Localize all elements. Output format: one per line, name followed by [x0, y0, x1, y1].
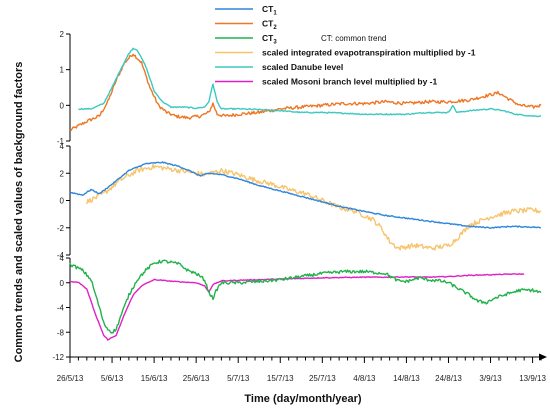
series-line-CT3	[69, 259, 542, 334]
x-axis-arrow	[539, 353, 547, 361]
y-tick-label-bottom: -8	[57, 328, 65, 337]
y-tick-label-middle: 2	[60, 169, 65, 178]
y-tick-label-bottom: -4	[57, 304, 65, 313]
legend-label-5: scaled Danube level	[262, 62, 343, 72]
panel-bottom: -12 -8 -4 0 4	[52, 254, 542, 362]
x-tick-label: 5/6/13	[101, 374, 124, 383]
legend-label-4: scaled integrated evapotranspiration mul…	[262, 48, 476, 58]
x-tick-label: 14/8/13	[393, 374, 420, 383]
y-tick-label-middle: -4	[57, 251, 65, 260]
y-tick-label-bottom: -12	[52, 353, 64, 362]
legend-label-1: CT1	[262, 4, 277, 17]
legend-label-6: scaled Mosoni branch level multiplied by…	[262, 77, 438, 87]
x-axis-label: Time (day/month/year)	[244, 393, 361, 405]
y-axis-label: Common trends and scaled values of backg…	[13, 62, 25, 363]
x-tick-label: 15/7/13	[267, 374, 294, 383]
y-tick-label-top: 2	[60, 30, 65, 39]
series-line-CT2	[69, 53, 542, 132]
y-tick-label-top: 0	[60, 101, 65, 110]
panel-top: -1 0 1 2	[57, 30, 542, 146]
legend-label-3: CT3	[262, 33, 277, 46]
y-tick-label-bottom: 4	[60, 254, 65, 263]
x-tick-label: 13/9/13	[519, 374, 546, 383]
x-tick-label: 4/8/13	[353, 374, 376, 383]
chart-panels: -1 0 1 2 -4 -2 0 2 4 -12 -8 -4 0 4	[52, 30, 542, 362]
legend-note: CT: common trend	[321, 34, 386, 43]
x-tick-label: 25/6/13	[183, 374, 210, 383]
series-line-ET	[86, 163, 541, 251]
y-tick-label-top: 1	[60, 66, 65, 75]
series-line-Mosoni	[69, 273, 525, 341]
x-tick-label: 25/7/13	[309, 374, 336, 383]
panel-middle: -4 -2 0 2 4	[57, 142, 542, 260]
y-tick-label-middle: 4	[60, 142, 65, 151]
series-line-Danube	[78, 47, 541, 118]
legend-label-2: CT2	[262, 19, 277, 32]
x-tick-label: 26/5/13	[57, 374, 84, 383]
x-tick-label: 3/9/13	[479, 374, 502, 383]
x-tick-label: 15/6/13	[141, 374, 168, 383]
x-tick-label: 24/8/13	[435, 374, 462, 383]
y-tick-label-middle: -2	[57, 224, 65, 233]
y-tick-label-bottom: 0	[60, 279, 65, 288]
x-tick-label: 5/7/13	[227, 374, 250, 383]
y-tick-label-middle: 0	[60, 197, 65, 206]
x-axis: 26/5/13 5/6/13 15/6/13 25/6/13 5/7/13 15/7/13…	[57, 353, 547, 383]
series-line-CT1	[69, 161, 542, 229]
y-tick-label-top: -1	[57, 137, 65, 146]
